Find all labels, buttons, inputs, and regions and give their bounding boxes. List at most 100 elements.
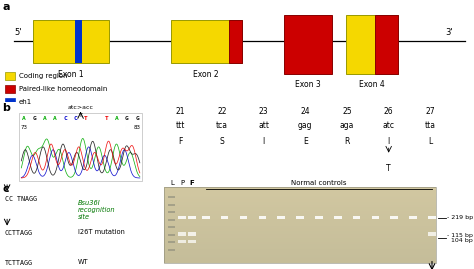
Text: tta: tta — [425, 121, 436, 130]
Bar — [164, 216, 436, 218]
Bar — [168, 196, 175, 198]
Bar — [164, 192, 436, 193]
Text: F: F — [190, 179, 194, 186]
Text: I: I — [263, 137, 264, 146]
Bar — [164, 201, 436, 202]
Text: T: T — [84, 116, 88, 121]
Text: Coding region: Coding region — [19, 73, 68, 79]
Bar — [164, 242, 436, 243]
Text: ttt: ttt — [175, 121, 185, 130]
Bar — [334, 216, 342, 219]
Bar — [164, 228, 436, 229]
Bar — [164, 259, 436, 260]
Bar — [164, 220, 436, 221]
Bar — [164, 200, 436, 201]
Bar — [164, 205, 436, 206]
Bar — [164, 196, 436, 197]
Bar — [164, 230, 436, 231]
Text: 21: 21 — [175, 107, 185, 115]
Bar — [164, 233, 436, 234]
Bar — [164, 213, 436, 214]
Text: L: L — [428, 137, 432, 146]
Bar — [164, 191, 436, 192]
Bar — [164, 190, 436, 191]
Bar — [5, 98, 15, 106]
Bar — [164, 215, 436, 216]
Bar — [168, 241, 175, 243]
Bar — [164, 187, 436, 263]
Bar — [164, 211, 436, 213]
Bar — [353, 216, 360, 219]
Bar — [221, 216, 228, 219]
Text: CCTTAGG: CCTTAGG — [5, 230, 33, 236]
Bar — [178, 240, 186, 243]
Text: E: E — [303, 137, 308, 146]
Bar — [164, 226, 436, 228]
Text: eh1: eh1 — [19, 99, 32, 105]
Bar — [168, 219, 175, 221]
Bar — [164, 250, 436, 252]
Bar — [374, 15, 398, 74]
Bar — [164, 255, 436, 257]
Bar — [164, 197, 436, 199]
Bar — [164, 252, 436, 253]
Text: WT: WT — [78, 259, 89, 265]
Bar — [171, 20, 242, 63]
Text: T: T — [104, 116, 108, 121]
Text: Exon 3: Exon 3 — [295, 80, 321, 89]
Bar — [164, 218, 436, 219]
Text: Exon 1: Exon 1 — [58, 69, 84, 79]
Bar — [164, 199, 436, 200]
Bar — [240, 216, 247, 219]
Text: G: G — [125, 116, 128, 121]
Text: G: G — [33, 116, 36, 121]
Bar — [164, 254, 436, 255]
Bar — [284, 15, 332, 74]
Bar — [164, 219, 436, 220]
Text: 24: 24 — [301, 107, 310, 115]
Bar — [164, 234, 436, 235]
Bar — [296, 216, 304, 219]
Text: I: I — [388, 137, 390, 146]
Bar — [168, 211, 175, 213]
Bar — [168, 234, 175, 236]
Bar — [164, 257, 436, 258]
Bar — [164, 202, 436, 204]
Text: P: P — [180, 179, 184, 186]
Text: att: att — [258, 121, 269, 130]
Text: A: A — [43, 116, 46, 121]
Bar — [258, 216, 266, 219]
Bar — [178, 216, 186, 219]
Bar — [428, 216, 436, 219]
Bar — [410, 216, 417, 219]
Text: F: F — [178, 137, 182, 146]
Text: 26: 26 — [384, 107, 393, 115]
Text: A: A — [115, 116, 118, 121]
Bar — [164, 209, 436, 210]
Text: R: R — [344, 137, 350, 146]
Bar — [164, 195, 436, 196]
Bar — [164, 222, 436, 224]
Text: aga: aga — [340, 121, 354, 130]
Bar — [164, 253, 436, 254]
Bar — [277, 216, 285, 219]
Bar — [19, 112, 142, 181]
Bar — [164, 214, 436, 215]
Bar — [164, 260, 436, 262]
Text: 23: 23 — [259, 107, 268, 115]
Text: A: A — [22, 116, 26, 121]
Bar — [164, 225, 436, 226]
Text: TCTTAGG: TCTTAGG — [5, 260, 33, 266]
Bar — [164, 245, 436, 247]
Bar — [315, 216, 323, 219]
Text: T: T — [79, 112, 82, 118]
Bar — [164, 187, 436, 189]
Bar — [164, 240, 436, 242]
Bar — [188, 232, 196, 236]
Bar — [164, 243, 436, 244]
Text: C: C — [64, 116, 67, 121]
Bar — [164, 258, 436, 259]
Text: 27: 27 — [426, 107, 435, 115]
Bar — [164, 206, 436, 207]
Text: gag: gag — [298, 121, 312, 130]
